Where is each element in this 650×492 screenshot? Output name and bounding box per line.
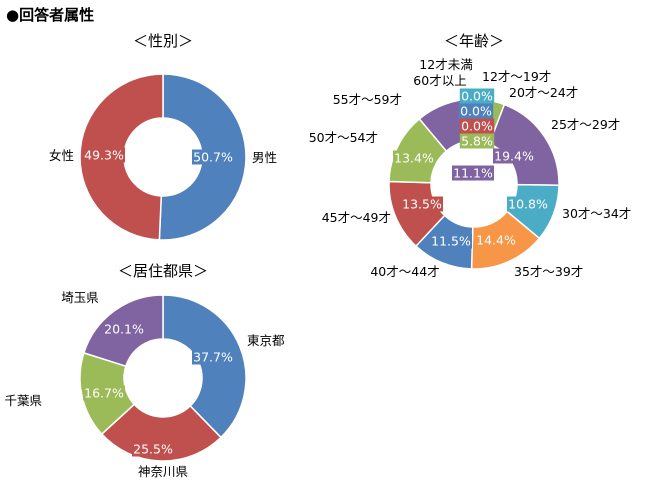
residence-value-label-2: 25.5% xyxy=(133,442,173,457)
gender-value-label-bg-2 xyxy=(83,147,125,163)
age-value-label-10: 11.1% xyxy=(453,166,493,181)
age-value-label-bg-3 xyxy=(459,133,495,149)
age-category-label-7: 40才～44才 xyxy=(370,264,439,279)
age-value-label-9: 13.4% xyxy=(394,151,434,166)
age-chart-title: ＜年齢＞ xyxy=(444,32,504,50)
age-value-label-bg-1 xyxy=(459,88,495,104)
residence-slice-2 xyxy=(100,403,223,462)
age-slice-4 xyxy=(488,103,560,186)
age-category-label-11: 60才以上 xyxy=(413,73,466,88)
age-value-label-bg-10 xyxy=(452,165,494,181)
age-value-label-bg-11 xyxy=(459,118,495,134)
residence-category-label-3: 千葉県 xyxy=(4,393,42,408)
gender-value-label-1: 50.7% xyxy=(193,150,233,165)
age-value-label-8: 13.5% xyxy=(402,197,442,212)
age-category-label-1: 12才未満 xyxy=(419,57,472,72)
residence-value-label-bg-2 xyxy=(132,441,174,457)
age-value-label-11: 0.0% xyxy=(461,119,493,134)
residence-slice-1 xyxy=(162,294,247,439)
age-category-label-2: 12才～19才 xyxy=(482,69,551,84)
age-value-label-4: 19.4% xyxy=(494,149,534,164)
age-value-label-2: 0.0% xyxy=(460,104,492,119)
age-category-label-3: 20才～24才 xyxy=(509,85,578,100)
gender-category-label-1: 男性 xyxy=(252,150,277,165)
age-category-label-8: 45才～49才 xyxy=(322,210,391,225)
page-title: ●回答者属性 xyxy=(6,6,95,24)
residence-chart-title: ＜居住都県＞ xyxy=(118,262,208,280)
residence-value-label-bg-4 xyxy=(103,321,145,337)
residence-value-label-3: 16.7% xyxy=(84,386,124,401)
age-value-label-7: 11.5% xyxy=(431,234,471,249)
gender-chart-title: ＜性別＞ xyxy=(133,32,193,50)
age-donut-chart: ＜年齢＞ 0.0%0.0%5.8%19.4%10.8%14.4%11.5%13.… xyxy=(309,32,632,279)
age-value-label-5: 10.8% xyxy=(508,197,548,212)
gender-value-label-2: 49.3% xyxy=(84,148,124,163)
age-category-label-6: 35才～39才 xyxy=(514,264,583,279)
age-value-label-3: 5.8% xyxy=(461,134,493,149)
gender-donut-chart: ＜性別＞ 50.7% 49.3% 男性 女性 xyxy=(49,32,277,241)
age-category-label-5: 30才～34才 xyxy=(562,206,631,221)
age-value-label-bg-8 xyxy=(401,196,443,212)
residence-value-label-4: 20.1% xyxy=(104,322,144,337)
age-value-label-bg-9 xyxy=(393,150,435,166)
age-value-label-bg-7 xyxy=(430,233,472,249)
age-category-label-10: 55才～59才 xyxy=(333,92,402,107)
age-value-label-bg-4 xyxy=(493,148,535,164)
residence-category-label-2: 神奈川県 xyxy=(138,464,188,479)
age-value-label-bg-2 xyxy=(458,103,494,119)
age-category-label-4: 25才～29才 xyxy=(551,117,620,132)
age-value-label-1: 0.0% xyxy=(461,89,493,104)
residence-category-label-4: 埼玉県 xyxy=(61,290,99,305)
age-category-label-9: 50才～54才 xyxy=(309,130,378,145)
residence-value-label-bg-1 xyxy=(192,349,234,365)
gender-value-label-bg-1 xyxy=(192,149,234,165)
age-value-label-bg-5 xyxy=(507,196,549,212)
residence-value-label-bg-3 xyxy=(83,385,125,401)
age-value-label-bg-6 xyxy=(475,232,517,248)
residence-value-label-1: 37.7% xyxy=(193,350,233,365)
gender-category-label-2: 女性 xyxy=(49,148,74,163)
age-value-label-6: 14.4% xyxy=(476,233,516,248)
residence-category-label-1: 東京都 xyxy=(247,333,285,348)
